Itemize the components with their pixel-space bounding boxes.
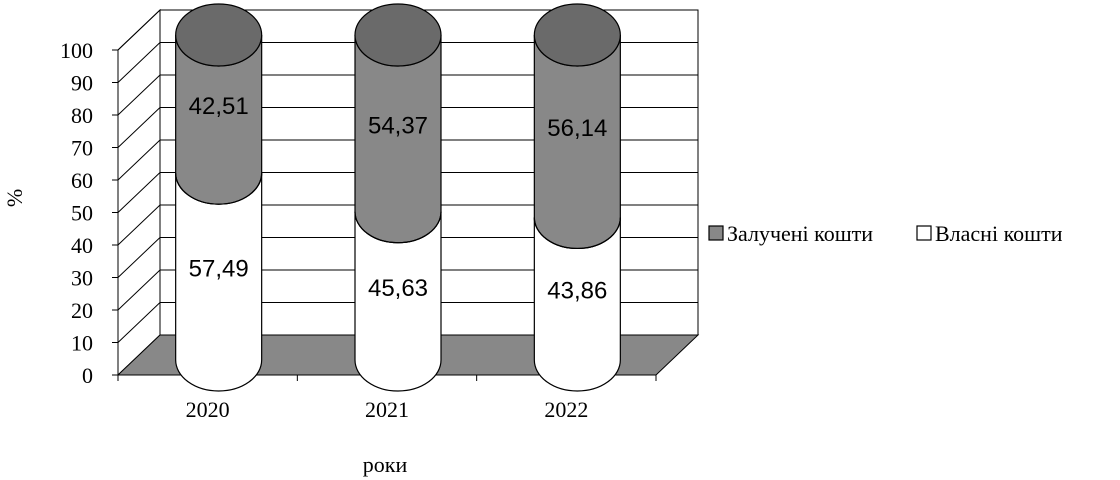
bar-top-cap: [533, 3, 621, 67]
gridline: [117, 269, 698, 311]
y-tick-label: 80: [71, 103, 93, 128]
bar-top-cap: [175, 3, 263, 67]
gridline: [117, 42, 698, 83]
legend-label: Власні кошти: [935, 221, 1063, 246]
data-label: 56,14: [547, 115, 607, 142]
legend-swatch: [916, 225, 932, 241]
y-tick-label: 10: [71, 331, 93, 356]
x-axis-title: роки: [363, 452, 408, 477]
data-label: 54,37: [368, 112, 428, 139]
data-label: 42,51: [189, 93, 249, 120]
data-labels: 57,49 42,51 45,63 54,37 43,86 56,14: [189, 93, 608, 305]
y-tick-label: 40: [71, 233, 93, 258]
y-tick-label: 90: [71, 71, 93, 96]
gridline: [117, 302, 698, 343]
y-tick-label: 70: [71, 136, 93, 161]
y-axis-ticks: 0 10 20 30 40 50 60 70 80 90 100: [60, 38, 119, 388]
gridline: [117, 9, 698, 51]
gridline: [117, 139, 698, 181]
gridline: [117, 74, 698, 116]
segment-seam: [354, 211, 442, 244]
y-axis-title: %: [2, 189, 27, 207]
y-tick-label: 30: [71, 266, 93, 291]
gridline: [117, 107, 698, 148]
x-tick-label: 2022: [544, 397, 588, 422]
gridline: [117, 172, 698, 213]
bars: [175, 3, 621, 392]
y-tick-label: 50: [71, 201, 93, 226]
bar-top-cap: [354, 3, 442, 67]
gridlines: [117, 9, 698, 343]
data-label: 45,63: [368, 275, 428, 302]
legend: Залучені кошти Власні кошти: [708, 221, 1063, 246]
data-label: 57,49: [189, 256, 249, 283]
y-tick-label: 100: [60, 38, 93, 63]
gridline: [117, 204, 698, 246]
gridline: [117, 237, 698, 278]
segment-seam: [533, 217, 621, 249]
x-tick-label: 2021: [365, 397, 409, 422]
y-tick-label: 60: [71, 168, 93, 193]
segment-seam: [175, 173, 263, 205]
y-tick-label: 0: [82, 363, 93, 388]
legend-label: Залучені кошти: [727, 221, 873, 246]
legend-swatch: [708, 225, 724, 241]
x-tick-label: 2020: [186, 397, 230, 422]
y-tick-label: 20: [71, 298, 93, 323]
data-label: 43,86: [547, 278, 607, 305]
